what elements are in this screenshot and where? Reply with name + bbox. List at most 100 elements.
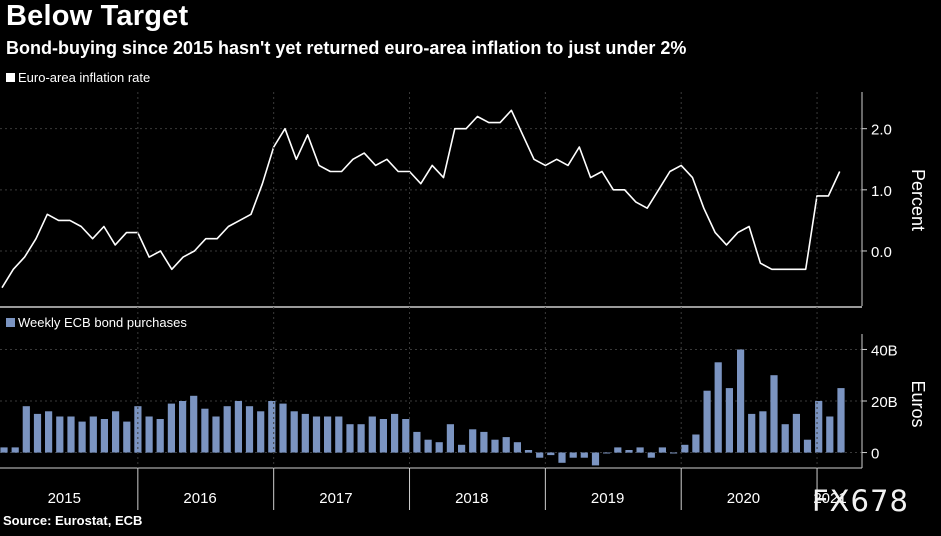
purchase-bar bbox=[647, 452, 655, 458]
purchase-bar bbox=[591, 452, 600, 466]
purchase-bar bbox=[435, 442, 443, 453]
purchase-bar bbox=[100, 419, 108, 453]
purchase-bar bbox=[145, 416, 153, 453]
purchase-bar bbox=[625, 450, 633, 453]
purchase-bar bbox=[190, 395, 198, 453]
purchase-bar bbox=[524, 450, 533, 453]
chart-title: Below Target bbox=[6, 0, 189, 32]
purchase-bar bbox=[257, 411, 265, 453]
purchase-bar bbox=[11, 447, 19, 453]
purchase-bar bbox=[413, 431, 421, 453]
purchase-bar bbox=[737, 349, 745, 453]
purchase-bar bbox=[826, 416, 834, 453]
purchases-legend-swatch bbox=[6, 318, 15, 327]
purchase-bar bbox=[234, 401, 242, 453]
purchase-bar bbox=[0, 447, 8, 453]
purchase-bar bbox=[725, 388, 733, 453]
purchase-bar bbox=[491, 439, 499, 453]
purchase-bar bbox=[335, 416, 343, 453]
purchase-bar bbox=[167, 403, 175, 453]
inflation-tick-label: 0.0 bbox=[871, 244, 892, 261]
purchase-bar bbox=[580, 452, 588, 458]
x-tick-label: 2021 bbox=[813, 490, 846, 507]
purchase-bar bbox=[703, 390, 711, 453]
inflation-panel: Euro-area inflation rate 2.0 1.0 0.0 Perce… bbox=[0, 70, 928, 306]
purchase-bar bbox=[781, 424, 789, 453]
purchase-bar bbox=[424, 439, 432, 453]
x-tick-label: 2015 bbox=[48, 490, 81, 507]
purchases-tick-label: 20B bbox=[871, 394, 898, 411]
purchases-bars bbox=[0, 349, 845, 466]
purchase-bar bbox=[324, 416, 332, 453]
inflation-legend-swatch bbox=[6, 73, 15, 82]
purchase-bar bbox=[268, 401, 276, 453]
purchase-bar bbox=[45, 411, 53, 453]
purchase-bar bbox=[558, 452, 566, 463]
purchase-bar bbox=[446, 424, 454, 453]
purchase-bar bbox=[89, 416, 97, 453]
purchase-bar bbox=[681, 444, 689, 453]
purchase-bar bbox=[179, 401, 187, 453]
inflation-tick-label: 1.0 bbox=[871, 183, 892, 200]
purchase-bar bbox=[391, 413, 399, 453]
purchase-bar bbox=[368, 416, 376, 453]
purchase-bar bbox=[346, 424, 354, 453]
purchase-bar bbox=[112, 411, 120, 453]
inflation-grid bbox=[0, 128, 862, 252]
purchase-bar bbox=[792, 413, 800, 453]
purchase-bar bbox=[379, 419, 387, 453]
purchase-bar bbox=[290, 411, 298, 453]
purchase-bar bbox=[803, 439, 812, 453]
purchases-legend-label: Weekly ECB bond purchases bbox=[18, 315, 187, 330]
purchase-bar bbox=[67, 416, 75, 453]
purchase-bar bbox=[469, 429, 477, 453]
purchase-bar bbox=[536, 452, 544, 458]
purchase-bar bbox=[156, 419, 164, 453]
purchase-bar bbox=[569, 452, 577, 458]
purchase-bar bbox=[714, 362, 722, 453]
purchase-bar bbox=[301, 413, 309, 453]
purchase-bar bbox=[212, 416, 220, 453]
inflation-y-axis-label: Percent bbox=[908, 169, 928, 231]
purchase-bar bbox=[670, 452, 678, 454]
purchase-bar bbox=[458, 444, 466, 453]
x-tick-label: 2016 bbox=[183, 490, 216, 507]
purchases-panel: Weekly ECB bond purchases 40B 20B 0 Euros bbox=[0, 315, 928, 468]
x-axis: 2015 2016 2017 2018 2019 2020 2021 bbox=[0, 92, 862, 510]
purchase-bar bbox=[402, 419, 410, 453]
purchase-bar bbox=[134, 406, 142, 453]
purchase-bar bbox=[770, 375, 778, 453]
purchase-bar bbox=[815, 401, 823, 453]
x-tick-label: 2019 bbox=[591, 490, 624, 507]
purchase-bar bbox=[22, 406, 30, 453]
inflation-series bbox=[1, 109, 841, 289]
chart-subtitle: Bond-buying since 2015 hasn't yet return… bbox=[6, 38, 687, 58]
purchase-bar bbox=[837, 388, 845, 453]
purchase-bar bbox=[480, 431, 488, 453]
purchase-bar bbox=[357, 424, 365, 453]
purchase-bar bbox=[513, 442, 521, 453]
purchase-bar bbox=[636, 447, 644, 453]
purchase-bar bbox=[223, 406, 231, 453]
purchase-bar bbox=[279, 403, 287, 453]
purchase-bar bbox=[245, 406, 254, 453]
purchase-bar bbox=[748, 413, 756, 453]
purchase-bar bbox=[692, 434, 700, 453]
inflation-legend-label: Euro-area inflation rate bbox=[18, 70, 150, 85]
inflation-y-ticks: 2.0 1.0 0.0 bbox=[862, 122, 892, 261]
purchase-bar bbox=[56, 416, 64, 453]
purchases-tick-label: 40B bbox=[871, 342, 898, 359]
x-tick-label: 2017 bbox=[319, 490, 352, 507]
purchase-bar bbox=[658, 447, 666, 453]
purchase-bar bbox=[603, 452, 611, 454]
purchases-y-ticks: 40B 20B 0 bbox=[862, 342, 898, 463]
purchase-bar bbox=[614, 447, 622, 453]
purchase-bar bbox=[312, 416, 321, 453]
purchases-y-axis-label: Euros bbox=[908, 380, 928, 427]
purchase-bar bbox=[201, 408, 209, 453]
source-note: Source: Eurostat, ECB bbox=[3, 513, 143, 528]
purchase-bar bbox=[123, 421, 131, 453]
x-tick-label: 2018 bbox=[455, 490, 488, 507]
purchase-bar bbox=[547, 452, 555, 456]
